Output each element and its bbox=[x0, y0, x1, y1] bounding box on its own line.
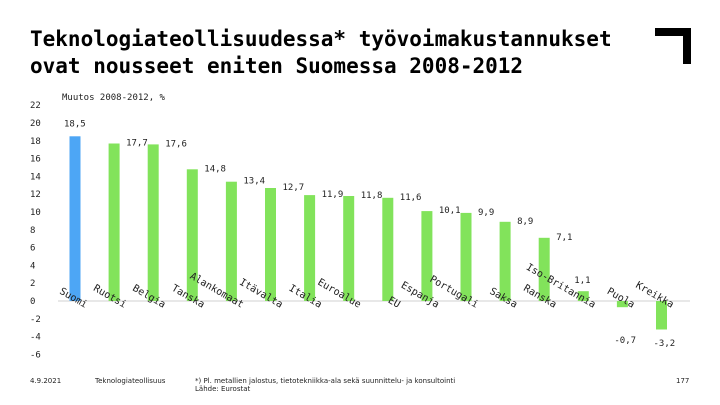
company-logo bbox=[655, 28, 691, 64]
title-line-1: Teknologiateollisuudessa* työvoimakustan… bbox=[30, 27, 612, 51]
bar bbox=[186, 169, 198, 301]
y-axis: -6 -4 -2 0 2 4 6 8 10 12 14 16 18 20 22 bbox=[30, 101, 41, 360]
bar bbox=[577, 291, 589, 301]
bar bbox=[460, 212, 472, 301]
bar bbox=[147, 144, 159, 301]
value-label: 10,1 bbox=[439, 206, 461, 216]
y-tick-label: 12 bbox=[30, 190, 41, 200]
y-tick-label: 18 bbox=[30, 137, 41, 147]
value-label: 14,8 bbox=[204, 164, 226, 174]
value-label: 12,7 bbox=[283, 183, 305, 193]
value-label: 1,1 bbox=[574, 276, 590, 286]
value-label: 8,9 bbox=[517, 217, 533, 227]
footer-note: *) Pl. metallien jalostus, tietotekniikk… bbox=[195, 377, 456, 385]
bar bbox=[656, 301, 667, 330]
value-label: -3,2 bbox=[654, 339, 676, 349]
bar bbox=[304, 195, 316, 301]
bar bbox=[421, 211, 433, 301]
y-tick-label: 20 bbox=[30, 119, 41, 129]
value-label: 18,5 bbox=[64, 119, 86, 129]
value-label: -0,7 bbox=[614, 336, 636, 346]
bar bbox=[616, 301, 628, 308]
footer-date: 4.9.2021 bbox=[30, 377, 62, 385]
bar bbox=[499, 221, 511, 301]
value-label: 17,7 bbox=[126, 139, 148, 149]
value-label: 7,1 bbox=[556, 233, 572, 243]
bar bbox=[108, 143, 120, 301]
value-label: 13,4 bbox=[243, 177, 265, 187]
value-label: 11,8 bbox=[361, 191, 383, 201]
bar bbox=[343, 196, 355, 301]
value-label: 9,9 bbox=[478, 208, 494, 218]
value-label: 11,9 bbox=[322, 190, 344, 200]
y-tick-label: -6 bbox=[30, 350, 41, 360]
y-tick-label: 22 bbox=[30, 101, 41, 111]
footer-organization: Teknologiateollisuus bbox=[95, 377, 166, 385]
y-tick-label: -4 bbox=[30, 333, 41, 343]
bar bbox=[225, 181, 237, 301]
value-labels-group: 18,5 17,7 17,6 14,8 13,4 12,7 11,9 11,8 11,6 10,1… bbox=[64, 119, 675, 349]
y-tick-label: 4 bbox=[30, 261, 35, 271]
value-label: 11,6 bbox=[400, 193, 422, 203]
page-title: Teknologiateollisuudessa* työvoimakustan… bbox=[30, 26, 650, 80]
category-label: Euroalue bbox=[315, 277, 362, 311]
bars-group bbox=[69, 136, 667, 330]
bar bbox=[538, 237, 550, 301]
chart-subtitle: Muutos 2008-2012, % bbox=[62, 93, 166, 103]
category-label: Itävalta bbox=[237, 277, 284, 311]
category-label: Iso-Britannia bbox=[524, 262, 597, 311]
y-tick-label: 2 bbox=[30, 279, 35, 289]
y-tick-label: 14 bbox=[30, 172, 41, 182]
y-tick-label: 8 bbox=[30, 226, 35, 236]
bar bbox=[265, 188, 276, 301]
footer-source: Lähde: Eurostat bbox=[195, 385, 251, 393]
y-tick-label: 16 bbox=[30, 155, 41, 165]
page-number: 177 bbox=[676, 377, 690, 385]
category-label: EU bbox=[386, 295, 402, 311]
y-tick-label: 0 bbox=[30, 297, 35, 307]
y-tick-label: -2 bbox=[30, 315, 41, 325]
y-tick-label: 6 bbox=[30, 244, 35, 254]
bar bbox=[382, 197, 394, 301]
value-label: 17,6 bbox=[165, 139, 187, 149]
title-line-2: ovat nousseet eniten Suomessa 2008-2012 bbox=[30, 54, 524, 78]
category-label: Kreikka bbox=[633, 280, 675, 311]
bar bbox=[69, 136, 81, 301]
y-tick-label: 10 bbox=[30, 208, 41, 218]
